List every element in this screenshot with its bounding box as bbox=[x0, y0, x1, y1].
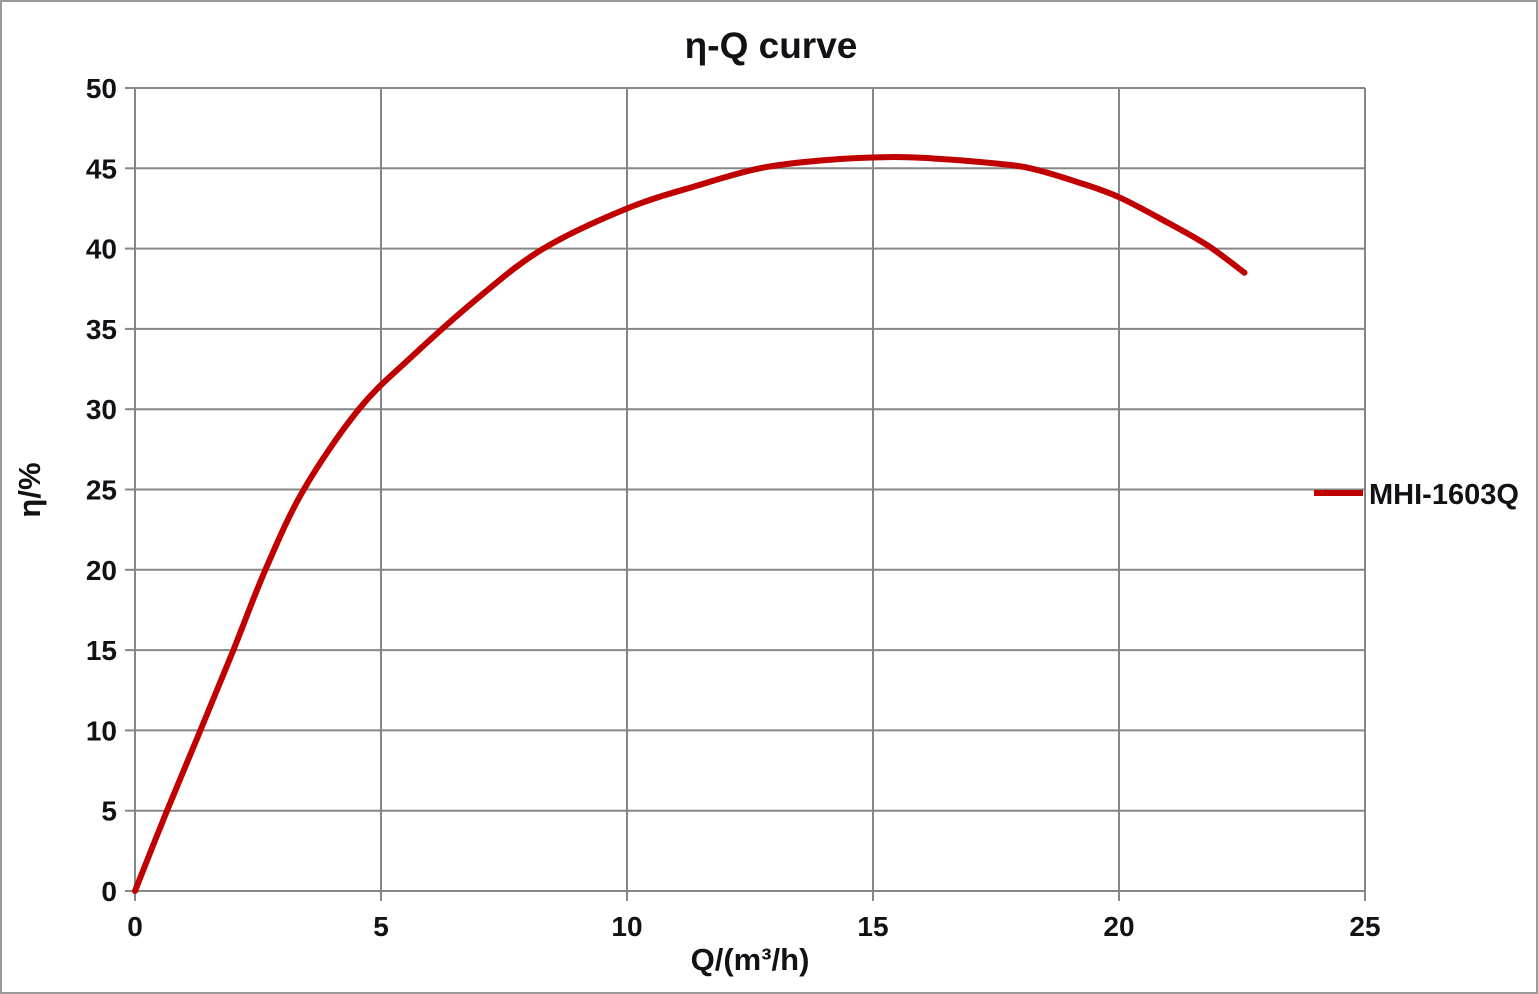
y-tick-label: 35 bbox=[86, 314, 117, 345]
y-tick-label: 45 bbox=[86, 153, 117, 184]
legend-series-label: MHI-1603Q bbox=[1369, 479, 1519, 511]
y-axis-title: η/% bbox=[12, 462, 47, 517]
y-tick-label: 40 bbox=[86, 234, 117, 265]
y-tick-label: 0 bbox=[101, 876, 117, 907]
y-tick-label: 50 bbox=[86, 73, 117, 104]
y-tick-label: 30 bbox=[86, 394, 117, 425]
x-tick-label: 25 bbox=[1349, 911, 1380, 942]
x-tick-label: 5 bbox=[373, 911, 389, 942]
x-tick-label: 15 bbox=[857, 911, 888, 942]
y-tick-label: 15 bbox=[86, 635, 117, 666]
y-tick-label: 10 bbox=[86, 715, 117, 746]
x-tick-label: 0 bbox=[127, 911, 143, 942]
x-axis-title: Q/(m³/h) bbox=[691, 942, 810, 977]
y-tick-label: 25 bbox=[86, 475, 117, 506]
x-tick-label: 20 bbox=[1103, 911, 1134, 942]
chart-title: η-Q curve bbox=[685, 25, 858, 66]
grid-and-series: 0 5 10 15 20 25 0 5 10 15 20 25 30 35 40 45 50 bbox=[86, 73, 1381, 942]
x-tick-label: 10 bbox=[611, 911, 642, 942]
series-curve-MHI-1603Q bbox=[132, 154, 1248, 894]
legend: MHI-1603Q bbox=[1314, 479, 1519, 511]
y-tick-label: 5 bbox=[101, 796, 117, 827]
y-tick-label: 20 bbox=[86, 555, 117, 586]
